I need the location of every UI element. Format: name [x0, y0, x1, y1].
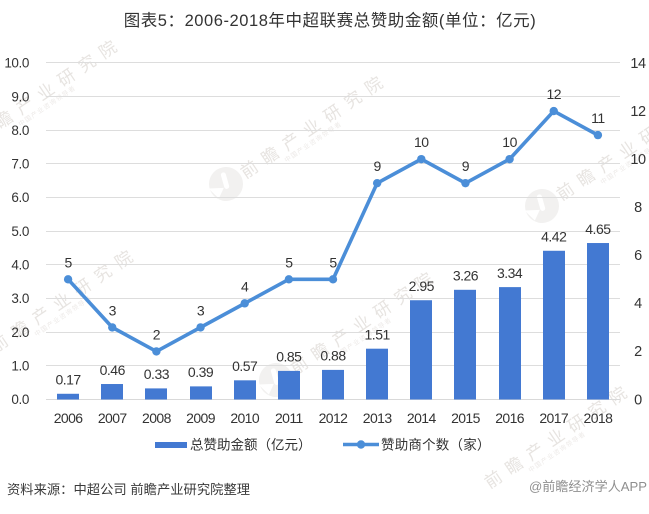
svg-text:5: 5 — [329, 254, 337, 270]
svg-text:0.57: 0.57 — [232, 358, 258, 374]
svg-text:4: 4 — [634, 296, 642, 312]
svg-text:2014: 2014 — [407, 410, 437, 426]
svg-text:总赞助金额（亿元）: 总赞助金额（亿元） — [190, 438, 312, 453]
svg-text:图表5：2006-2018年中超联赛总赞助金额(单位：亿元): 图表5：2006-2018年中超联赛总赞助金额(单位：亿元) — [124, 10, 537, 30]
svg-text:2010: 2010 — [230, 410, 260, 426]
svg-text:0.46: 0.46 — [100, 362, 126, 378]
svg-text:赞助商个数（家）: 赞助商个数（家） — [381, 437, 491, 453]
svg-text:2.0: 2.0 — [11, 325, 29, 340]
svg-text:2: 2 — [153, 326, 161, 342]
svg-text:4.0: 4.0 — [11, 258, 29, 273]
svg-text:9: 9 — [374, 158, 382, 174]
svg-text:5: 5 — [64, 254, 72, 270]
svg-text:4.42: 4.42 — [541, 229, 567, 245]
svg-text:2015: 2015 — [451, 410, 481, 426]
svg-text:9.0: 9.0 — [11, 89, 29, 104]
svg-text:6.0: 6.0 — [11, 190, 29, 205]
svg-text:0.39: 0.39 — [188, 364, 214, 380]
svg-text:12: 12 — [630, 104, 646, 120]
svg-text:2007: 2007 — [98, 410, 128, 426]
svg-text:2: 2 — [634, 344, 642, 360]
svg-text:3: 3 — [109, 302, 117, 318]
svg-text:0.17: 0.17 — [55, 372, 81, 388]
svg-text:@前瞻经济学人APP: @前瞻经济学人APP — [529, 478, 647, 494]
svg-text:1.51: 1.51 — [365, 326, 391, 342]
svg-text:2.95: 2.95 — [409, 278, 435, 294]
svg-text:0.88: 0.88 — [320, 348, 346, 364]
svg-text:8.0: 8.0 — [11, 123, 29, 138]
svg-text:6: 6 — [634, 248, 642, 264]
svg-text:14: 14 — [630, 56, 646, 72]
svg-text:2017: 2017 — [539, 410, 569, 426]
svg-text:12: 12 — [546, 86, 561, 102]
svg-text:2006: 2006 — [54, 410, 84, 426]
svg-text:资料来源：中超公司 前瞻产业研究院整理: 资料来源：中超公司 前瞻产业研究院整理 — [7, 481, 250, 497]
svg-text:3: 3 — [197, 302, 205, 318]
svg-text:3.0: 3.0 — [11, 291, 29, 306]
svg-text:0.85: 0.85 — [276, 349, 302, 365]
svg-text:3.34: 3.34 — [497, 265, 523, 281]
svg-text:4.65: 4.65 — [585, 221, 611, 237]
svg-text:2018: 2018 — [584, 410, 614, 426]
svg-text:4: 4 — [241, 278, 249, 294]
svg-text:2009: 2009 — [186, 410, 216, 426]
svg-text:0.33: 0.33 — [144, 366, 170, 382]
svg-text:9: 9 — [462, 158, 470, 174]
svg-text:10: 10 — [414, 134, 429, 150]
svg-text:2013: 2013 — [363, 410, 393, 426]
svg-text:1.0: 1.0 — [11, 358, 29, 373]
svg-text:11: 11 — [591, 110, 605, 126]
svg-text:5.0: 5.0 — [11, 224, 29, 239]
svg-text:0.0: 0.0 — [11, 392, 29, 407]
svg-text:5: 5 — [285, 254, 293, 270]
svg-text:2011: 2011 — [275, 410, 304, 426]
svg-text:2016: 2016 — [495, 410, 525, 426]
svg-text:10.0: 10.0 — [4, 56, 29, 71]
svg-text:8: 8 — [634, 200, 642, 216]
svg-text:2012: 2012 — [319, 410, 349, 426]
svg-text:10: 10 — [630, 152, 646, 168]
svg-text:7.0: 7.0 — [11, 157, 29, 172]
svg-text:10: 10 — [502, 134, 517, 150]
svg-text:0: 0 — [634, 392, 642, 408]
svg-text:2008: 2008 — [142, 410, 172, 426]
svg-text:3.26: 3.26 — [453, 268, 479, 284]
